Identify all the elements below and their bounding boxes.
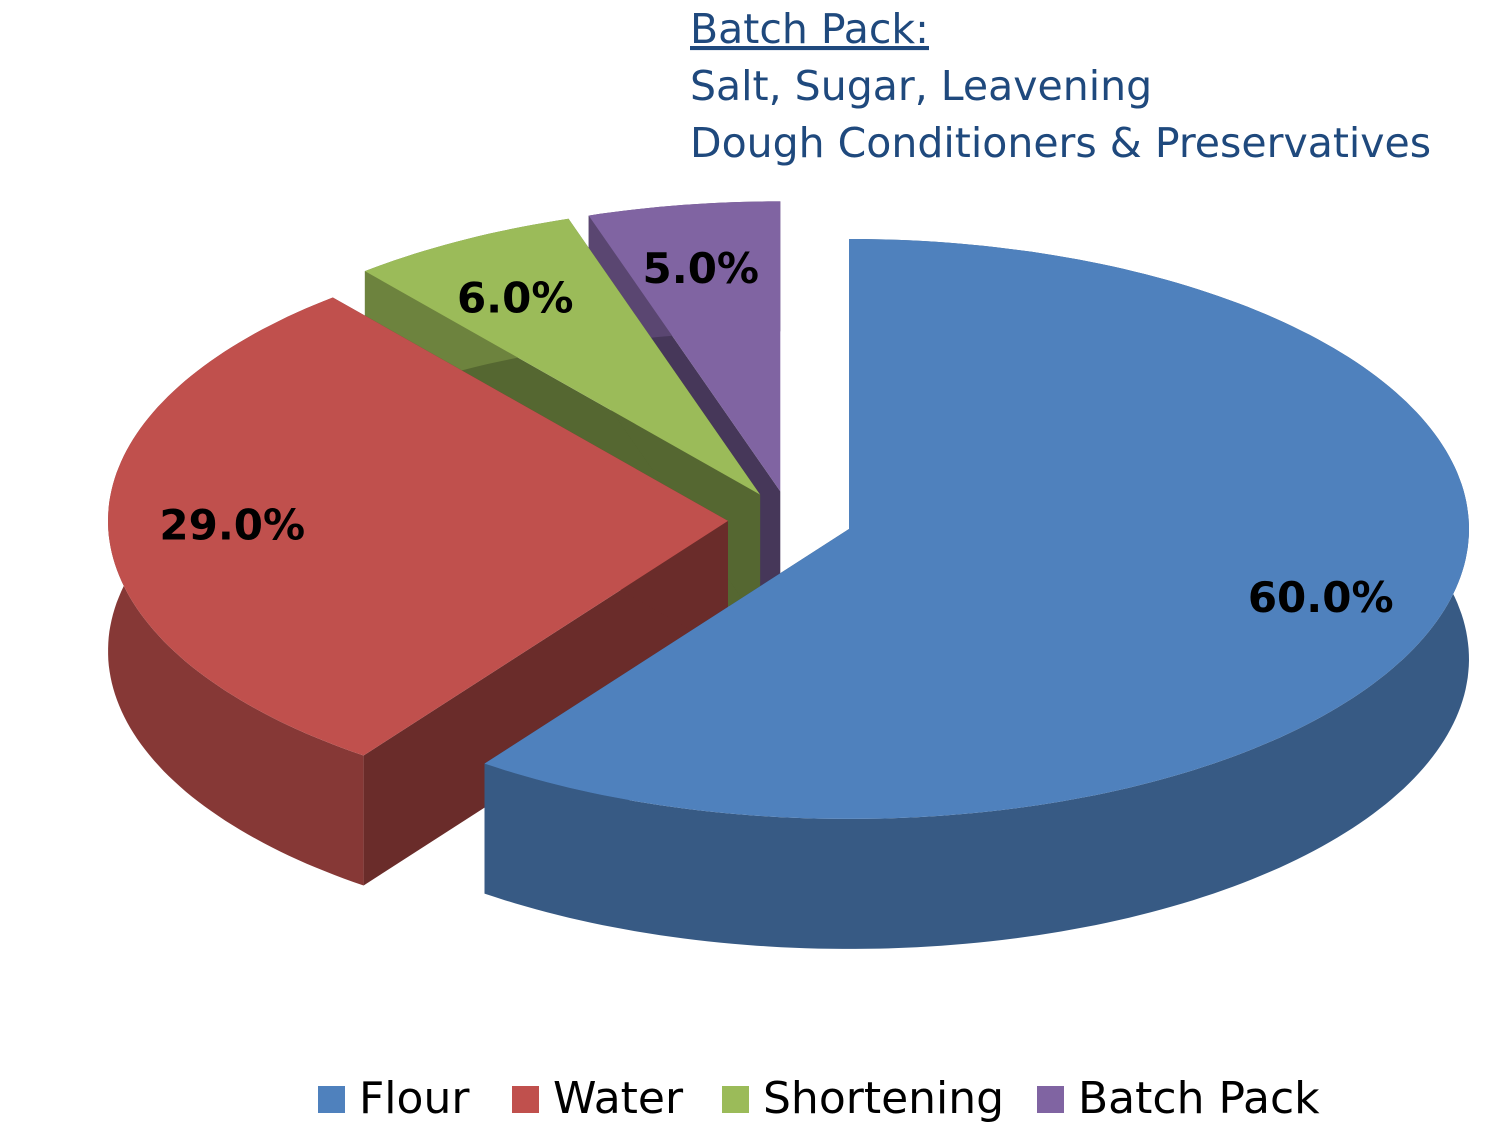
annotation: Batch Pack: <box>690 5 929 53</box>
legend-swatch <box>318 1086 345 1113</box>
annotation: Salt, Sugar, Leavening <box>690 62 1152 110</box>
slice-top <box>108 297 729 756</box>
legend-label: Flour <box>359 1073 470 1124</box>
value-label: 6.0% <box>457 274 573 323</box>
legend-swatch <box>512 1086 539 1113</box>
slice-wall <box>363 520 728 886</box>
slice-top <box>364 218 761 495</box>
annotation: Dough Conditioners & Preservatives <box>690 119 1431 167</box>
legend-label: Water <box>553 1073 684 1124</box>
slice <box>484 239 1469 949</box>
value-label: 60.0% <box>1248 573 1394 622</box>
slice-top <box>588 201 781 492</box>
legend-swatch <box>1037 1086 1064 1113</box>
slice <box>108 297 729 886</box>
legend-swatch <box>722 1086 749 1113</box>
value-label: 5.0% <box>643 244 759 293</box>
legend-label: Shortening <box>763 1073 1004 1124</box>
value-label: 29.0% <box>159 501 305 550</box>
slice-top <box>484 239 1469 819</box>
legend-label: Batch Pack <box>1078 1073 1320 1124</box>
